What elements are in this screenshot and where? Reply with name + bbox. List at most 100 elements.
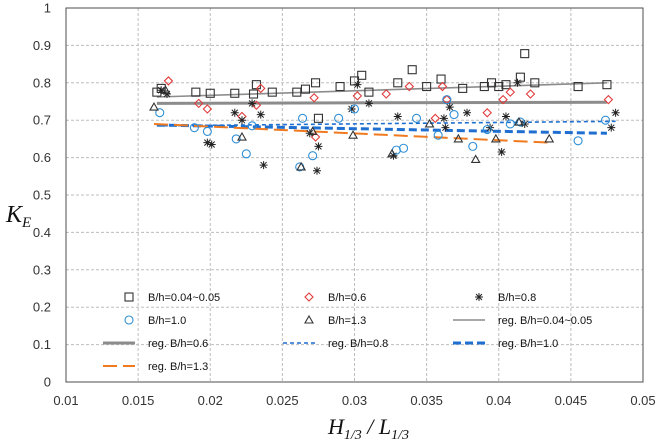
data-point [241,149,251,159]
y-tick-label: 0 [44,375,51,390]
legend-label: reg. B/h=1.3 [148,361,208,373]
data-point [424,118,435,128]
data-point [312,166,321,175]
data-point [237,131,247,141]
x-tick-label: 0.045 [555,393,588,408]
data-point [230,108,239,117]
data-point [205,88,215,98]
data-point [231,134,241,144]
data-point [433,130,443,140]
data-point [364,87,374,97]
data-point [347,104,356,113]
data-point [407,65,417,75]
regression-line [153,122,550,144]
data-point [442,95,452,105]
data-point [381,89,392,99]
data-point [486,123,495,132]
legend-marker-symbol [304,314,314,324]
data-point [202,104,213,114]
regression-line [156,82,607,98]
legend-label: B/h=0.6 [328,292,366,304]
data-point [256,110,265,119]
x-axis-title: H1/3 / L1/3 [327,414,409,443]
data-point [248,99,257,108]
data-point [520,49,530,59]
data-point [501,80,511,90]
x-tick-label: 0.02 [198,393,223,408]
data-point [207,140,216,149]
data-point [335,81,345,92]
data-point [157,86,166,95]
data-point [314,142,323,151]
legend-label: B/h=0.04~0.05 [148,292,220,304]
regression-lines [153,82,616,144]
legend: B/h=0.04~0.05 B/h=0.6 B/h=0.8 B/h=1.0 B/h=1.… [103,292,592,373]
data-point [393,112,402,121]
data-point [520,119,529,128]
data-point [468,141,478,151]
data-point [349,104,360,114]
data-point [352,91,363,101]
data-point [515,72,525,82]
data-point [436,74,446,84]
data-point [494,81,504,92]
data-point [611,108,620,117]
data-point [490,133,501,143]
data-point [163,76,174,86]
data-point [251,100,262,111]
data-point [449,110,459,120]
data-point [348,130,359,139]
legend-marker-symbol [124,315,134,325]
data-point [430,113,441,124]
data-point [513,116,524,126]
data-point [398,143,409,153]
axes: 0.01 0.015 0.02 0.025 0.03 0.035 0.04 0.045 0.05… [33,1,656,409]
data-point [437,81,448,92]
y-tick-label: 0.1 [33,337,51,352]
data-point [292,87,302,97]
legend-label: B/h=1.3 [328,315,366,327]
data-point [313,113,323,123]
data-point [230,88,240,98]
data-point [202,126,212,136]
legend-marker-symbol [475,293,483,301]
data-point [505,119,515,129]
y-tick-label: 0.9 [33,38,51,53]
y-tick-label: 0.8 [33,75,51,90]
data-point [603,94,614,105]
y-axis-title: KE [5,202,31,231]
data-point [189,123,199,133]
y-tick-label: 1 [44,1,51,16]
data-markers [149,49,620,175]
data-point [248,89,259,99]
x-tick-label: 0.03 [342,393,367,408]
legend-label: reg. B/h=0.8 [328,338,388,350]
data-point [453,133,464,143]
data-point [308,151,318,161]
data-point [160,85,171,94]
data-point [463,108,472,117]
data-point [600,115,611,125]
data-point [422,81,432,92]
data-point [530,78,540,88]
x-tick-label: 0.035 [410,393,443,408]
y-tick-label: 0.2 [33,300,51,315]
data-point [296,161,307,171]
y-tick-label: 0.5 [33,188,51,203]
data-point [482,107,492,118]
data-point [482,125,492,135]
x-tick-label: 0.04 [486,393,511,408]
data-point [237,116,246,125]
data-point [191,87,201,97]
x-tick-label: 0.015 [122,393,155,408]
data-point [441,123,450,132]
legend-label: B/h=0.8 [498,292,536,304]
gridlines [65,7,644,383]
data-point [307,126,318,135]
legend-label: B/h=1.0 [148,315,186,327]
y-tick-label: 0.6 [33,150,51,165]
data-point [470,154,481,164]
data-point [497,147,506,156]
data-point [267,87,277,97]
